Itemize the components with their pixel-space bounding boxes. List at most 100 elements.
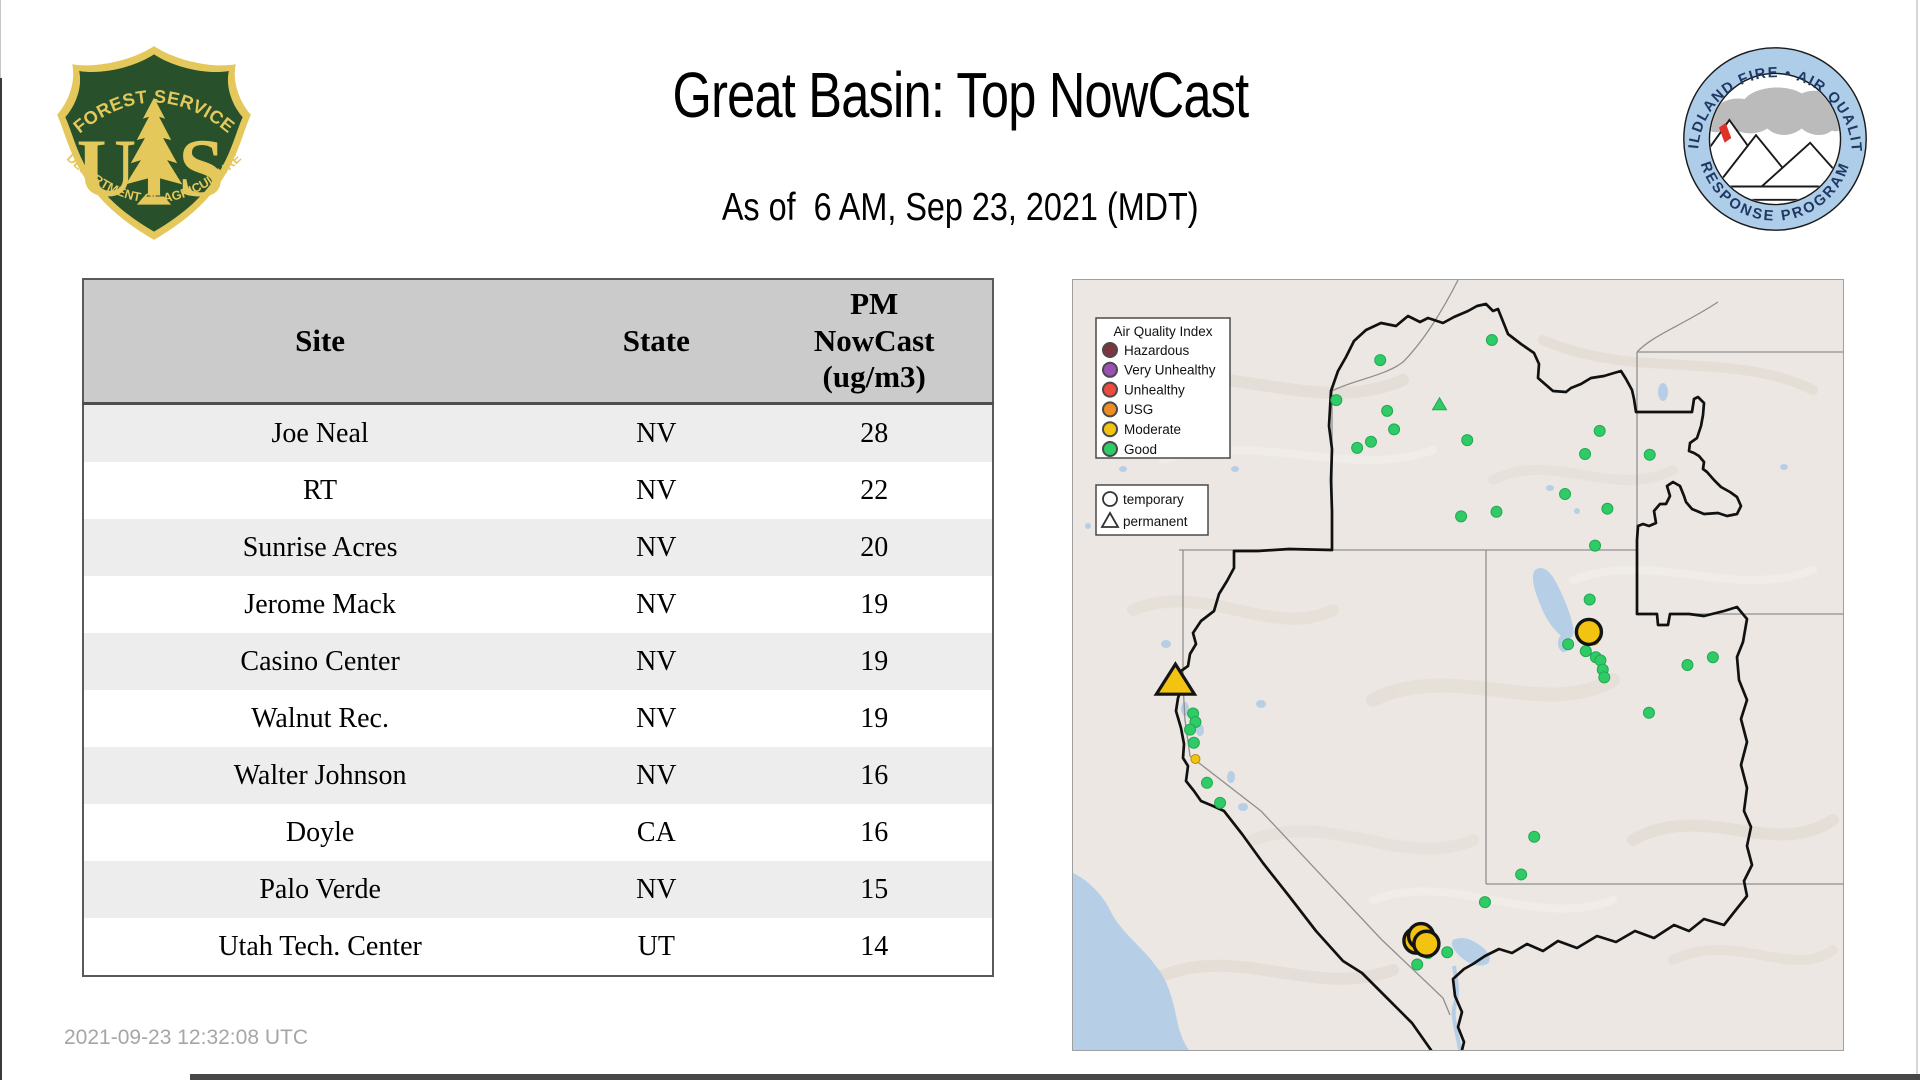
value-cell: 28 [860,417,889,449]
nowcast-table: Site State PM NowCast (ug/m3) Joe Neal N… [82,278,994,977]
monitor-good [1706,651,1719,664]
value-cell: 16 [860,816,889,848]
value-cell: 19 [860,645,889,677]
aqi-swatch-very-unhealthy [1102,361,1118,378]
monitor-good [1528,830,1541,843]
site-cell: Utah Tech. Center [218,930,422,962]
site-cell: Walter Johnson [233,759,407,791]
table-row: Utah Tech. Center UT 14 [83,918,993,976]
monitor-good [1490,505,1503,518]
site-cell: RT [303,474,338,506]
small-lake-2 [1119,466,1127,472]
aqi-legend-label: Good [1124,442,1157,457]
small-lake-3 [1231,466,1239,472]
monitor-good [1579,645,1592,658]
mono-lake [1238,803,1248,811]
map-water [1073,383,1788,1050]
monitor-good [1583,593,1596,606]
monitor-moderate-permanent [1153,661,1198,696]
value-cell: 22 [860,474,889,506]
usfs-letter-u: U [77,121,137,213]
monitor-good [1330,394,1343,407]
site-cell: Jerome Mack [244,588,396,620]
great-basin-boundary [1172,302,1754,1050]
pacific-ocean [1073,873,1189,1050]
smoke-cloud-icon [1710,87,1840,135]
aqi-legend-label: USG [1124,402,1153,417]
window-edge-right [1916,0,1918,1080]
temporary-marker-icon [1102,491,1118,507]
aqi-swatch-moderate [1102,421,1118,438]
table-header-row: Site State PM NowCast (ug/m3) [83,279,993,405]
monitor-markers [1153,334,1719,971]
walker-lake [1227,771,1235,783]
aqi-legend-label: Moderate [1124,422,1181,437]
border-id-wy [1636,301,1719,353]
value-cell: 20 [860,531,889,563]
aqi-legend-label: Hazardous [1124,343,1190,358]
aqi-swatch-unhealthy [1102,381,1118,398]
site-cell: Palo Verde [259,873,381,905]
aqi-legend: Air Quality Index Hazardous Very Unhealth… [1095,317,1231,459]
table-row: Joe Neal NV 28 [83,403,993,462]
monitor-moderate-temporary [1412,929,1441,958]
great-basin-map: Air Quality Index Hazardous Very Unhealth… [1072,279,1844,1051]
monitor-good [1374,354,1387,367]
page-title: Great Basin: Top NowCast [0,58,1920,132]
monitor-good [1411,958,1424,971]
site-cell: Walnut Rec. [251,702,389,734]
honey-lake [1161,640,1171,648]
monitor-good [1598,671,1611,684]
small-lake-5 [1546,485,1554,491]
wfaqrp-logo: WILDLAND FIRE • AIR QUALITY RESPONSE PRO… [1680,44,1867,231]
usfs-logo: FOREST SERVICE U S DEPARTMENT OF AGRICUL… [57,46,251,240]
value-cell: 14 [860,930,889,962]
monitor-good [1214,796,1227,809]
window-edge-bottom [190,1074,1920,1080]
table-row: Walnut Rec. NV 19 [83,690,993,747]
page-subtitle-text: As of 6 AM, Sep 23, 2021 (MDT) [721,186,1199,229]
table-row: Sunrise Acres NV 20 [83,519,993,576]
monitor-good [1681,659,1694,671]
monitor-moderate-temporary [1574,617,1604,647]
marker-type-legend: temporary permanent [1095,484,1209,536]
state-cell: NV [636,702,677,734]
state-cell: NV [636,417,677,449]
aqi-swatch-good [1102,441,1118,457]
border-ca-nv-diagonal [1182,683,1451,1016]
table-row: Doyle CA 16 [83,804,993,861]
small-lake-1 [1256,700,1266,708]
flame-icon [1718,122,1732,143]
state-cell: UT [637,930,675,962]
permanent-label: permanent [1123,514,1188,529]
window-edge-left-light [0,0,1,80]
state-cell: NV [636,588,677,620]
small-lake-7 [1780,464,1788,470]
state-cell: NV [636,645,677,677]
column-header-site: Site [83,279,557,405]
monitor-moderate-small [1190,753,1201,764]
usfs-letter-s: S [178,121,224,213]
value-cell: 19 [860,588,889,620]
value-cell: 15 [860,873,889,905]
monitor-good [1461,434,1474,447]
monitor-good [1184,723,1197,736]
table-row: Casino Center NV 19 [83,633,993,690]
monitor-good [1388,423,1401,436]
aqi-legend-label: Unhealthy [1124,382,1185,397]
site-cell: Sunrise Acres [242,531,398,563]
monitor-good [1381,404,1394,417]
column-header-pm-nowcast: PM NowCast (ug/m3) [756,279,993,405]
usfs-tree-icon [125,97,183,196]
table-row: Walter Johnson NV 16 [83,747,993,804]
site-cell: Joe Neal [271,417,369,449]
table-row: Palo Verde NV 15 [83,861,993,918]
monitor-good [1455,510,1468,523]
monitor-good [1441,946,1454,959]
temporary-label: temporary [1123,492,1184,507]
site-cell: Doyle [285,816,355,848]
map-relief [1107,335,1839,986]
aqi-legend-label: Very Unhealthy [1124,363,1216,378]
page-title-text: Great Basin: Top NowCast [672,59,1249,131]
value-cell: 19 [860,702,889,734]
